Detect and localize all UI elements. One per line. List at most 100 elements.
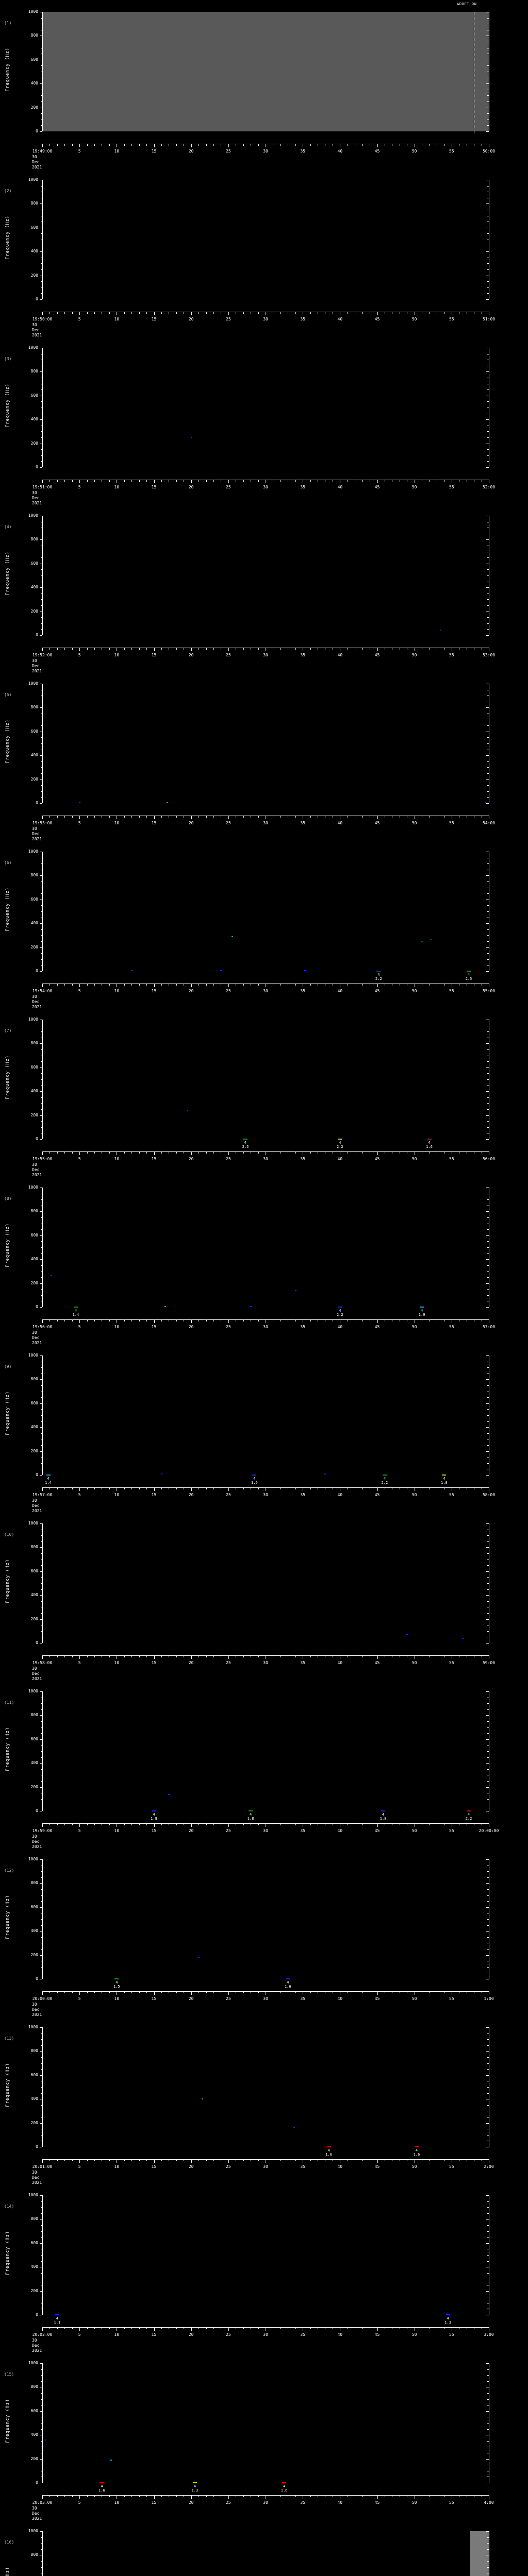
y-minor-tick	[41, 1271, 42, 1272]
detection-marker[interactable]	[381, 1810, 386, 1811]
x-major-tick	[191, 816, 192, 819]
y-tick	[40, 635, 42, 636]
plot-area[interactable]	[42, 1188, 489, 1307]
x-minor-tick	[109, 816, 110, 818]
y-tick	[40, 539, 42, 540]
x-tick-label: 55	[449, 2332, 454, 2337]
y-minor-tick	[41, 1079, 42, 1080]
plot-area[interactable]	[42, 684, 489, 803]
x-tick-label: 55	[449, 149, 454, 154]
x-major-tick	[228, 1655, 229, 1659]
x-start-time-label: 19:56:00	[32, 1325, 53, 1329]
plot-area[interactable]	[42, 2531, 489, 2576]
y-minor-tick	[487, 1751, 489, 1752]
x-minor-tick	[139, 1487, 140, 1489]
x-major-tick	[377, 984, 378, 987]
detection-marker[interactable]	[376, 970, 381, 972]
y-minor-tick	[487, 1289, 489, 1290]
y-minor-tick	[487, 101, 489, 102]
plot-area[interactable]	[42, 1020, 489, 1139]
y-tick	[486, 1763, 489, 1764]
axis-spine-left	[42, 180, 43, 299]
x-tick-label: 25	[226, 2332, 231, 2337]
detection-marker[interactable]	[249, 1810, 253, 1811]
detection-marker[interactable]	[252, 1474, 257, 1476]
detection-marker[interactable]	[282, 2482, 287, 2483]
detection-marker[interactable]	[46, 1474, 51, 1476]
detection-blip	[160, 1473, 162, 1475]
plot-area[interactable]	[42, 2027, 489, 2147]
detection-marker[interactable]	[420, 1306, 424, 1308]
y-tick	[40, 1955, 42, 1956]
x-minor-tick	[176, 1655, 177, 1657]
x-minor-tick	[72, 984, 73, 986]
y-minor-tick	[487, 725, 489, 726]
plot-area[interactable]	[42, 1523, 489, 1643]
y-tick-label: 800	[30, 2216, 38, 2222]
detection-marker[interactable]	[442, 1474, 447, 1476]
detection-marker[interactable]	[338, 1138, 342, 1140]
detection-marker[interactable]	[382, 1474, 387, 1476]
x-major-tick	[154, 1823, 155, 1827]
detection-marker[interactable]	[114, 1978, 119, 1979]
y-tick-label: 400	[30, 417, 38, 422]
x-major-tick	[79, 2327, 80, 2331]
y-minor-tick	[487, 2423, 489, 2424]
x-tick-label: 15	[151, 1157, 157, 1161]
y-tick-label: 600	[30, 2072, 38, 2077]
y-minor-tick	[487, 1589, 489, 1590]
detection-blip	[484, 802, 486, 803]
detection-marker[interactable]	[338, 1306, 342, 1308]
x-start-time-label: 20:03:00	[32, 2500, 53, 2505]
x-minor-tick	[295, 2159, 296, 2161]
detection-marker[interactable]	[73, 1306, 78, 1308]
plot-area[interactable]	[42, 12, 489, 131]
plot-area[interactable]	[42, 1691, 489, 1811]
plot-area[interactable]	[42, 2195, 489, 2315]
x-tick-label: 50	[411, 821, 417, 825]
x-tick-label: 15	[151, 2500, 157, 2505]
x-tick-label: 5	[78, 2332, 81, 2337]
detection-marker[interactable]	[243, 1138, 248, 1140]
detection-marker[interactable]	[446, 2314, 450, 2315]
plot-area[interactable]	[42, 1355, 489, 1475]
x-tick-label: 25	[226, 821, 231, 825]
plot-area[interactable]	[42, 180, 489, 299]
x-minor-tick	[295, 2327, 296, 2329]
x-tick-label: 45	[374, 1493, 380, 1497]
plot-area[interactable]	[42, 348, 489, 467]
detection-marker[interactable]	[55, 2314, 59, 2315]
y-minor-tick	[41, 1127, 42, 1128]
y-minor-tick	[487, 401, 489, 402]
detection-marker[interactable]	[427, 1138, 432, 1140]
x-tick-label: 10	[114, 149, 120, 154]
x-tick-label: 35	[300, 1493, 305, 1497]
x-minor-tick	[72, 1655, 73, 1657]
detection-marker[interactable]	[414, 2146, 419, 2147]
y-minor-tick	[41, 2255, 42, 2256]
x-start-time-label: 19:54:00	[32, 989, 53, 993]
detection-label: 4 1.8	[151, 1812, 157, 1821]
detection-marker[interactable]	[467, 1810, 471, 1811]
detection-marker[interactable]	[286, 1978, 290, 1979]
x-major-tick	[79, 1655, 80, 1659]
x-minor-tick	[109, 1151, 110, 1154]
y-tick-label: 800	[30, 33, 38, 38]
detection-marker[interactable]	[467, 970, 471, 972]
x-minor-tick	[87, 984, 88, 986]
y-tick	[40, 2531, 42, 2532]
x-tick-label: 5	[78, 1828, 81, 1833]
x-major-tick	[154, 1151, 155, 1155]
detection-marker[interactable]	[152, 1810, 156, 1811]
plot-area[interactable]	[42, 2363, 489, 2483]
detection-marker[interactable]	[192, 2482, 197, 2483]
plot-area[interactable]	[42, 852, 489, 971]
plot-area[interactable]	[42, 1859, 489, 1979]
plot-area[interactable]	[42, 516, 489, 635]
detection-marker[interactable]	[100, 2482, 104, 2483]
detection-marker[interactable]	[326, 2146, 331, 2147]
x-major-tick	[42, 1823, 43, 1827]
x-tick-label: 10	[114, 1157, 120, 1161]
axis-spine-left	[42, 2531, 43, 2576]
y-tick-label: 600	[30, 2240, 38, 2245]
